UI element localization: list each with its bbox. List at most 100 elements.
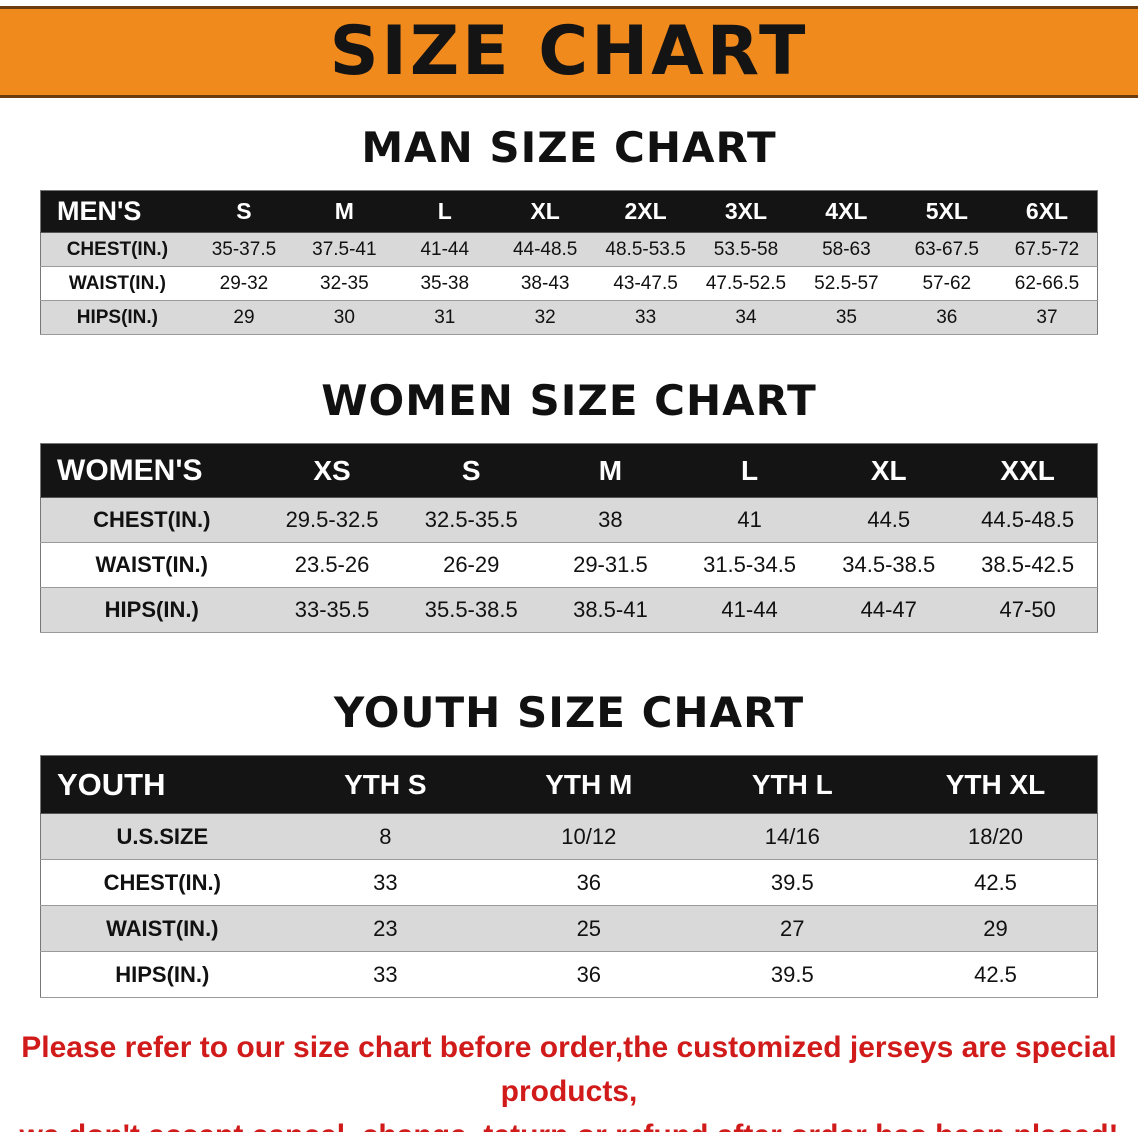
measurement-row: CHEST(IN.) 35-37.5 37.5-41 41-44 44-48.5 48.5…	[40, 232, 1098, 267]
size-column-header: XL	[819, 443, 959, 498]
measurement-row-label: WAIST(IN.)	[40, 266, 194, 301]
measurement-row: U.S.SIZE 8 10/12 14/16 18/20	[40, 813, 1098, 860]
measurement-value: 48.5-53.5	[595, 232, 696, 267]
size-column-header: M	[294, 190, 395, 233]
size-column-header: S	[193, 190, 295, 233]
size-column-header: XL	[494, 190, 596, 233]
measurement-value: 44.5	[819, 497, 959, 543]
measurement-value: 38	[540, 497, 680, 543]
measurement-row: WAIST(IN.) 29-32 32-35 35-38 38-43 43-47.5 47.…	[40, 266, 1098, 301]
measurement-value: 37.5-41	[294, 232, 395, 267]
measurement-value: 34.5-38.5	[819, 542, 959, 588]
measurement-value: 33	[595, 300, 696, 335]
measurement-value: 35	[796, 300, 897, 335]
measurement-value: 44.5-48.5	[958, 497, 1098, 543]
measurement-value: 29-32	[193, 266, 295, 301]
measurement-value: 23	[283, 905, 488, 952]
measurement-value: 41-44	[679, 587, 820, 633]
table-corner-label: YOUTH	[40, 755, 284, 814]
size-column-header: YTH L	[690, 755, 895, 814]
youth-section-heading: YOUTH SIZE CHART	[333, 688, 805, 737]
men-table-body: CHEST(IN.) 35-37.5 37.5-41 41-44 44-48.5 48.5…	[40, 232, 1098, 335]
measurement-row-label: U.S.SIZE	[40, 813, 284, 860]
measurement-row-label: HIPS(IN.)	[40, 587, 263, 633]
measurement-value: 29	[193, 300, 295, 335]
measurement-value: 32-35	[294, 266, 395, 301]
measurement-value: 36	[487, 859, 691, 906]
measurement-value: 42.5	[894, 951, 1098, 998]
table-corner-label: WOMEN'S	[40, 443, 263, 498]
banner-title: SIZE CHART	[329, 12, 809, 91]
size-column-header: YTH XL	[894, 755, 1098, 814]
measurement-value: 25	[487, 905, 691, 952]
measurement-value: 33	[283, 951, 488, 998]
measurement-value: 52.5-57	[796, 266, 897, 301]
measurement-row-label: HIPS(IN.)	[40, 300, 194, 335]
measurement-row: HIPS(IN.) 29 30 31 32 33 34 35 36 37	[40, 300, 1098, 335]
measurement-value: 37	[997, 300, 1098, 335]
measurement-row: HIPS(IN.) 33-35.5 35.5-38.5 38.5-41 41-44 44-…	[40, 587, 1098, 633]
size-column-header: S	[401, 443, 541, 498]
size-column-header: 5XL	[896, 190, 997, 233]
measurement-row: WAIST(IN.) 23.5-26 26-29 29-31.5 31.5-34.5 34…	[40, 542, 1098, 588]
measurement-value: 31	[394, 300, 495, 335]
measurement-value: 31.5-34.5	[679, 542, 820, 588]
measurement-value: 36	[487, 951, 691, 998]
measurement-value: 29.5-32.5	[262, 497, 402, 543]
measurement-value: 29-31.5	[540, 542, 680, 588]
size-column-header: XXL	[958, 443, 1098, 498]
measurement-value: 43-47.5	[595, 266, 696, 301]
measurement-value: 35-38	[394, 266, 495, 301]
measurement-value: 67.5-72	[997, 232, 1098, 267]
measurement-row-label: CHEST(IN.)	[40, 859, 284, 906]
measurement-value: 35.5-38.5	[401, 587, 541, 633]
size-column-header: L	[679, 443, 820, 498]
measurement-value: 23.5-26	[262, 542, 402, 588]
measurement-value: 39.5	[690, 951, 895, 998]
measurement-value: 39.5	[690, 859, 895, 906]
measurement-value: 8	[283, 813, 488, 860]
measurement-value: 58-63	[796, 232, 897, 267]
measurement-value: 33-35.5	[262, 587, 402, 633]
size-column-header: YTH M	[487, 755, 691, 814]
measurement-value: 47-50	[958, 587, 1098, 633]
measurement-value: 27	[690, 905, 895, 952]
youth-size-table: YOUTH YTH S YTH M YTH L YTH XL U.S.SIZE 8 10/1…	[40, 755, 1098, 998]
women-section-heading: WOMEN SIZE CHART	[321, 376, 817, 425]
measurement-value: 44-48.5	[494, 232, 596, 267]
size-chart-banner: SIZE CHART	[0, 6, 1138, 98]
women-table-header-row: WOMEN'S XS S M L XL XXL	[40, 443, 1098, 498]
measurement-value: 38-43	[494, 266, 596, 301]
measurement-value: 41-44	[394, 232, 495, 267]
men-size-table: MEN'S S M L XL 2XL 3XL 4XL 5XL 6XL CHEST(IN.) 35-3…	[40, 190, 1098, 335]
measurement-value: 57-62	[896, 266, 997, 301]
table-corner-label: MEN'S	[40, 190, 194, 233]
measurement-row: HIPS(IN.) 33 36 39.5 42.5	[40, 951, 1098, 998]
measurement-value: 30	[294, 300, 395, 335]
size-column-header: 6XL	[997, 190, 1098, 233]
size-column-header: L	[394, 190, 495, 233]
measurement-value: 29	[894, 905, 1098, 952]
women-table-body: CHEST(IN.) 29.5-32.5 32.5-35.5 38 41 44.5 44.5…	[40, 497, 1098, 633]
measurement-row-label: CHEST(IN.)	[40, 232, 194, 267]
measurement-row-label: CHEST(IN.)	[40, 497, 263, 543]
measurement-value: 26-29	[401, 542, 541, 588]
men-table-header-row: MEN'S S M L XL 2XL 3XL 4XL 5XL 6XL	[40, 190, 1098, 233]
size-column-header: M	[540, 443, 680, 498]
measurement-value: 32	[494, 300, 596, 335]
size-column-header: 2XL	[595, 190, 696, 233]
measurement-value: 42.5	[894, 859, 1098, 906]
size-column-header: YTH S	[283, 755, 488, 814]
measurement-value: 53.5-58	[695, 232, 797, 267]
measurement-value: 35-37.5	[193, 232, 295, 267]
measurement-value: 63-67.5	[896, 232, 997, 267]
measurement-row-label: WAIST(IN.)	[40, 905, 284, 952]
measurement-value: 34	[695, 300, 797, 335]
measurement-value: 47.5-52.5	[695, 266, 797, 301]
size-column-header: 3XL	[695, 190, 797, 233]
measurement-value: 10/12	[487, 813, 691, 860]
youth-table-body: U.S.SIZE 8 10/12 14/16 18/20 CHEST(IN.) 33 36 39…	[40, 813, 1098, 998]
measurement-row-label: HIPS(IN.)	[40, 951, 284, 998]
measurement-row: WAIST(IN.) 23 25 27 29	[40, 905, 1098, 952]
